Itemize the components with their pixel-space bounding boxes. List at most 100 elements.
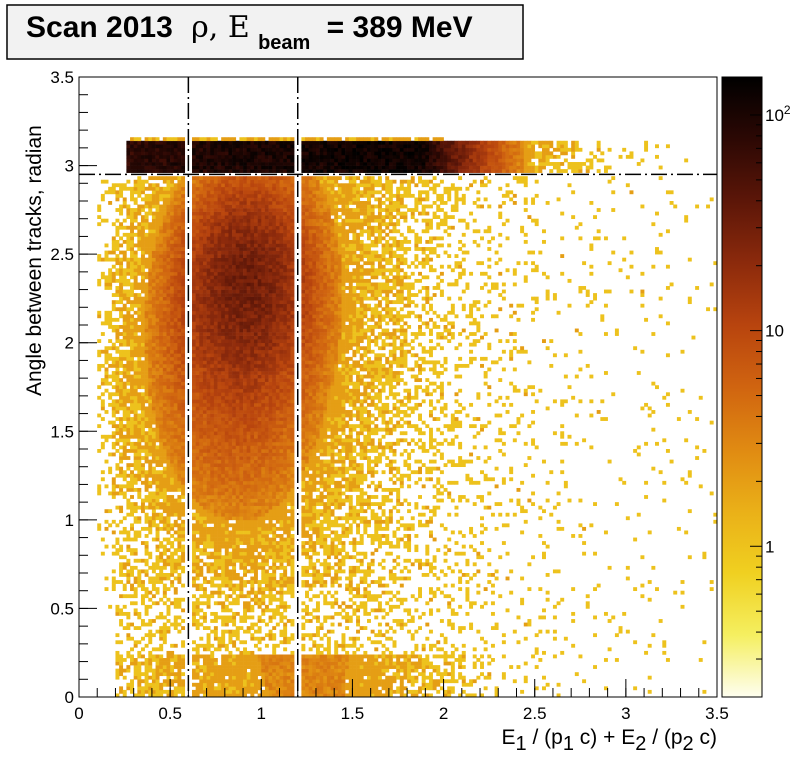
heatmap-cell xyxy=(246,516,251,521)
heatmap-cell xyxy=(119,332,124,336)
heatmap-cell xyxy=(217,268,222,273)
heatmap-cell xyxy=(148,243,153,248)
heatmap-cell xyxy=(181,278,186,283)
heatmap-cell xyxy=(159,314,164,319)
heatmap-cell xyxy=(162,165,167,170)
heatmap-cell xyxy=(202,615,207,620)
heatmap-cell xyxy=(210,452,215,457)
heatmap-cell xyxy=(199,378,204,382)
heatmap-cell xyxy=(250,176,255,181)
heatmap-cell xyxy=(104,321,109,326)
heatmap-cell xyxy=(144,573,149,577)
heatmap-cell xyxy=(253,356,258,361)
heatmap-cell xyxy=(148,516,153,521)
heatmap-cell xyxy=(228,498,233,503)
heatmap-cell xyxy=(177,165,182,170)
heatmap-cell xyxy=(250,399,255,404)
heatmap-cell xyxy=(166,604,171,609)
heatmap-cell xyxy=(243,399,248,404)
heatmap-cell xyxy=(202,392,207,397)
heatmap-cell xyxy=(126,296,131,301)
heatmap-cell xyxy=(130,505,134,510)
heatmap-cell xyxy=(199,282,204,287)
heatmap-cell xyxy=(246,534,251,538)
heatmap-cell xyxy=(115,247,120,251)
heatmap-cell xyxy=(97,491,102,496)
heatmap-cell xyxy=(199,250,204,255)
heatmap-cell xyxy=(206,353,211,358)
heatmap-cell xyxy=(119,555,124,560)
heatmap-cell xyxy=(151,360,156,365)
heatmap-cell xyxy=(235,165,240,170)
heatmap-cell xyxy=(151,498,156,503)
heatmap-cell xyxy=(232,487,237,492)
heatmap-cell xyxy=(250,534,255,538)
heatmap-cell xyxy=(166,158,171,163)
heatmap-cell xyxy=(202,502,207,506)
heatmap-cell xyxy=(97,314,102,319)
heatmap-cell xyxy=(224,473,229,478)
heatmap-cell xyxy=(202,278,207,283)
heatmap-cell xyxy=(195,668,200,673)
heatmap-cell xyxy=(130,215,134,220)
heatmap-cell xyxy=(210,491,215,496)
heatmap-cell xyxy=(246,317,251,322)
heatmap-cell xyxy=(159,647,164,652)
heatmap-cell xyxy=(181,144,186,149)
heatmap-cell xyxy=(155,222,160,227)
heatmap-cell xyxy=(137,247,142,251)
heatmap-cell xyxy=(232,665,237,669)
heatmap-cell xyxy=(177,456,182,460)
heatmap-cell xyxy=(166,282,171,287)
heatmap-cell xyxy=(246,537,251,542)
heatmap-cell xyxy=(232,335,237,340)
heatmap-cell xyxy=(162,548,167,553)
heatmap-cell xyxy=(140,601,145,606)
heatmap-cell xyxy=(166,466,171,471)
heatmap-cell xyxy=(181,395,186,400)
heatmap-cell xyxy=(159,218,164,223)
heatmap-cell xyxy=(126,573,131,577)
heatmap-cell xyxy=(250,689,255,694)
heatmap-cell xyxy=(239,658,244,662)
heatmap-cell xyxy=(239,232,244,237)
heatmap-cell xyxy=(126,140,131,145)
heatmap-cell xyxy=(199,371,204,375)
heatmap-cell xyxy=(213,534,218,538)
heatmap-cell xyxy=(221,679,226,684)
heatmap-cell xyxy=(133,449,138,453)
heatmap-cell xyxy=(177,580,182,584)
heatmap-cell xyxy=(206,484,211,489)
heatmap-cell xyxy=(213,477,218,482)
heatmap-cell xyxy=(133,208,138,212)
heatmap-cell xyxy=(166,250,171,255)
heatmap-cell xyxy=(195,293,200,297)
heatmap-cell xyxy=(140,672,145,677)
heatmap-cell xyxy=(126,420,131,425)
heatmap-cell xyxy=(97,395,102,400)
heatmap-cell xyxy=(243,619,248,623)
heatmap-cell xyxy=(224,317,229,322)
heatmap-cell xyxy=(126,349,131,354)
heatmap-cell xyxy=(170,314,175,319)
heatmap-cell xyxy=(119,668,124,673)
heatmap-cell xyxy=(155,193,160,198)
heatmap-cell xyxy=(246,286,251,290)
heatmap-cell xyxy=(155,236,160,241)
heatmap-cell xyxy=(151,654,156,659)
heatmap-cell xyxy=(162,523,167,528)
heatmap-cell xyxy=(181,548,186,553)
heatmap-cell xyxy=(173,392,178,397)
heatmap-cell xyxy=(213,307,218,312)
heatmap-cell xyxy=(192,693,196,698)
heatmap-cell xyxy=(122,225,127,230)
heatmap-cell xyxy=(239,580,244,584)
heatmap-cell xyxy=(228,314,233,319)
heatmap-cell xyxy=(148,417,153,421)
heatmap-cell xyxy=(224,406,229,411)
heatmap-cell xyxy=(148,406,153,411)
heatmap-cell xyxy=(199,484,204,489)
heatmap-cell xyxy=(192,356,196,361)
heatmap-cell xyxy=(144,590,149,595)
heatmap-cell xyxy=(192,158,196,163)
